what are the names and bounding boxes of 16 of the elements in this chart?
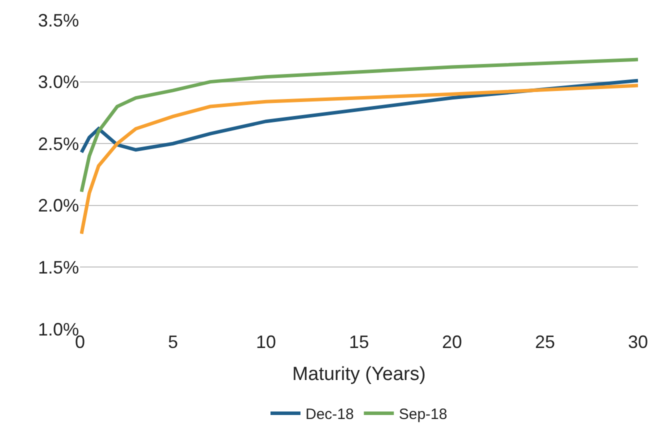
x-tick-label: 15 — [348, 332, 370, 352]
x-tick-label: 25 — [534, 332, 556, 352]
line-series — [80, 58, 638, 194]
x-tick-label: 20 — [442, 332, 462, 352]
legend-label: Dec-18 — [306, 406, 354, 424]
y-tick-label: 3.0% — [38, 72, 79, 92]
x-tick-label: 5 — [168, 332, 178, 352]
y-tick-label: 2.5% — [38, 134, 79, 154]
line-series — [80, 84, 638, 236]
legend-label: Sep-18 — [398, 406, 448, 424]
y-tick-label: 1.5% — [38, 258, 79, 278]
x-tick-label: 30 — [628, 332, 648, 352]
x-tick-label: 10 — [256, 332, 276, 352]
x-axis-title: Maturity (Years) — [292, 364, 426, 385]
y-tick-label: 2.0% — [38, 196, 79, 216]
y-tick-label: 3.5% — [38, 10, 79, 30]
